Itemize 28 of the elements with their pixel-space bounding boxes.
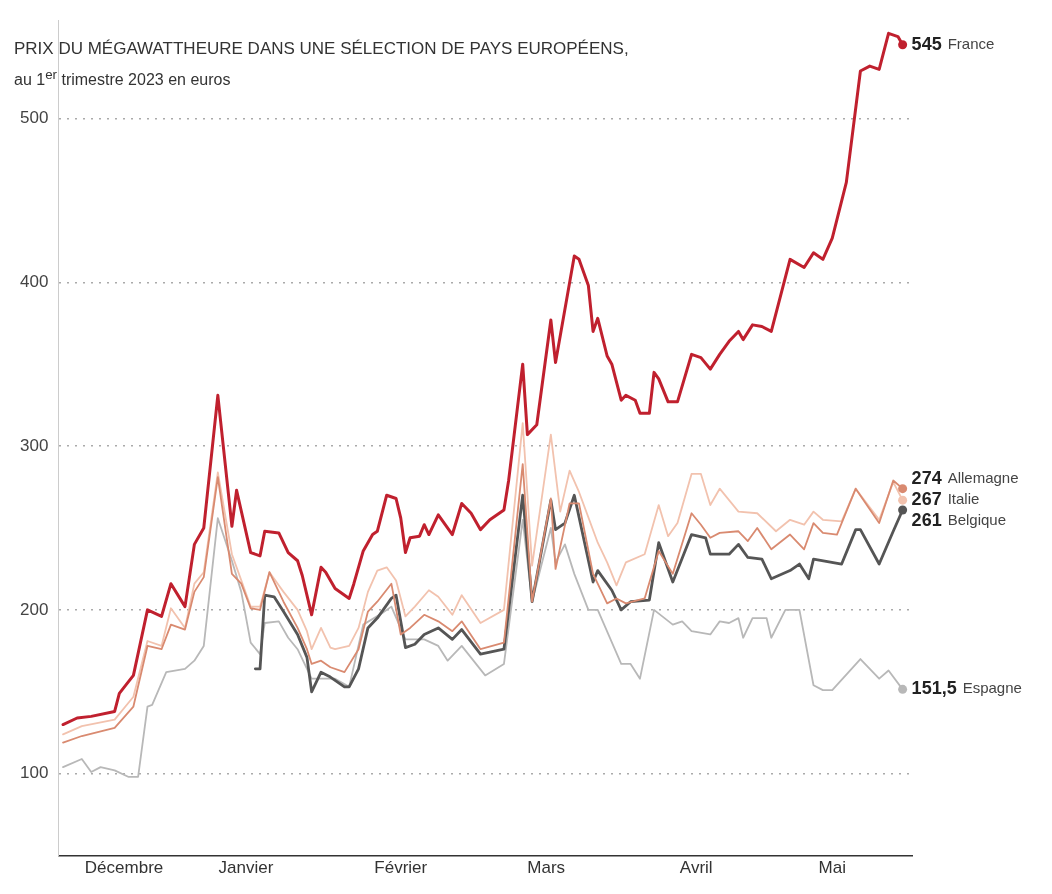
y-tick-label: 400	[19, 271, 49, 291]
y-tick-label: 300	[19, 435, 49, 455]
y-tick-label: 100	[19, 763, 49, 783]
text: au 1$^{er}$ trimestre 2023 en euros	[14, 66, 232, 91]
x-tick-label: Mars	[527, 858, 566, 878]
x-tick-label: Mai	[818, 858, 846, 878]
y-tick-label: 500	[19, 108, 49, 128]
data-label: 267	[911, 488, 942, 509]
point	[898, 40, 908, 50]
data-label: 261	[911, 509, 942, 530]
x-tick-label: Avril	[679, 858, 713, 878]
x-tick-label: Janvier	[218, 858, 274, 878]
x-tick-label: Décembre	[84, 858, 164, 878]
text: Allemagne	[947, 468, 1019, 486]
point	[898, 505, 908, 515]
data-label: 151,5	[911, 678, 957, 699]
x-tick-label: Février	[374, 858, 428, 878]
point	[898, 495, 908, 505]
text: PRIX DU MÉGAWATTHEURE DANS UNE SÉLECTION DE PAYS EUROPÉENS,	[14, 38, 629, 60]
data-label: 274	[911, 467, 942, 488]
text: France	[947, 34, 995, 52]
data-label: 545	[911, 33, 942, 54]
y-tick-label: 200	[19, 599, 49, 619]
text: Belgique	[947, 510, 1007, 528]
text: Espagne	[962, 679, 1022, 697]
point	[898, 484, 908, 494]
point	[898, 684, 908, 694]
text: Italie	[947, 489, 980, 507]
